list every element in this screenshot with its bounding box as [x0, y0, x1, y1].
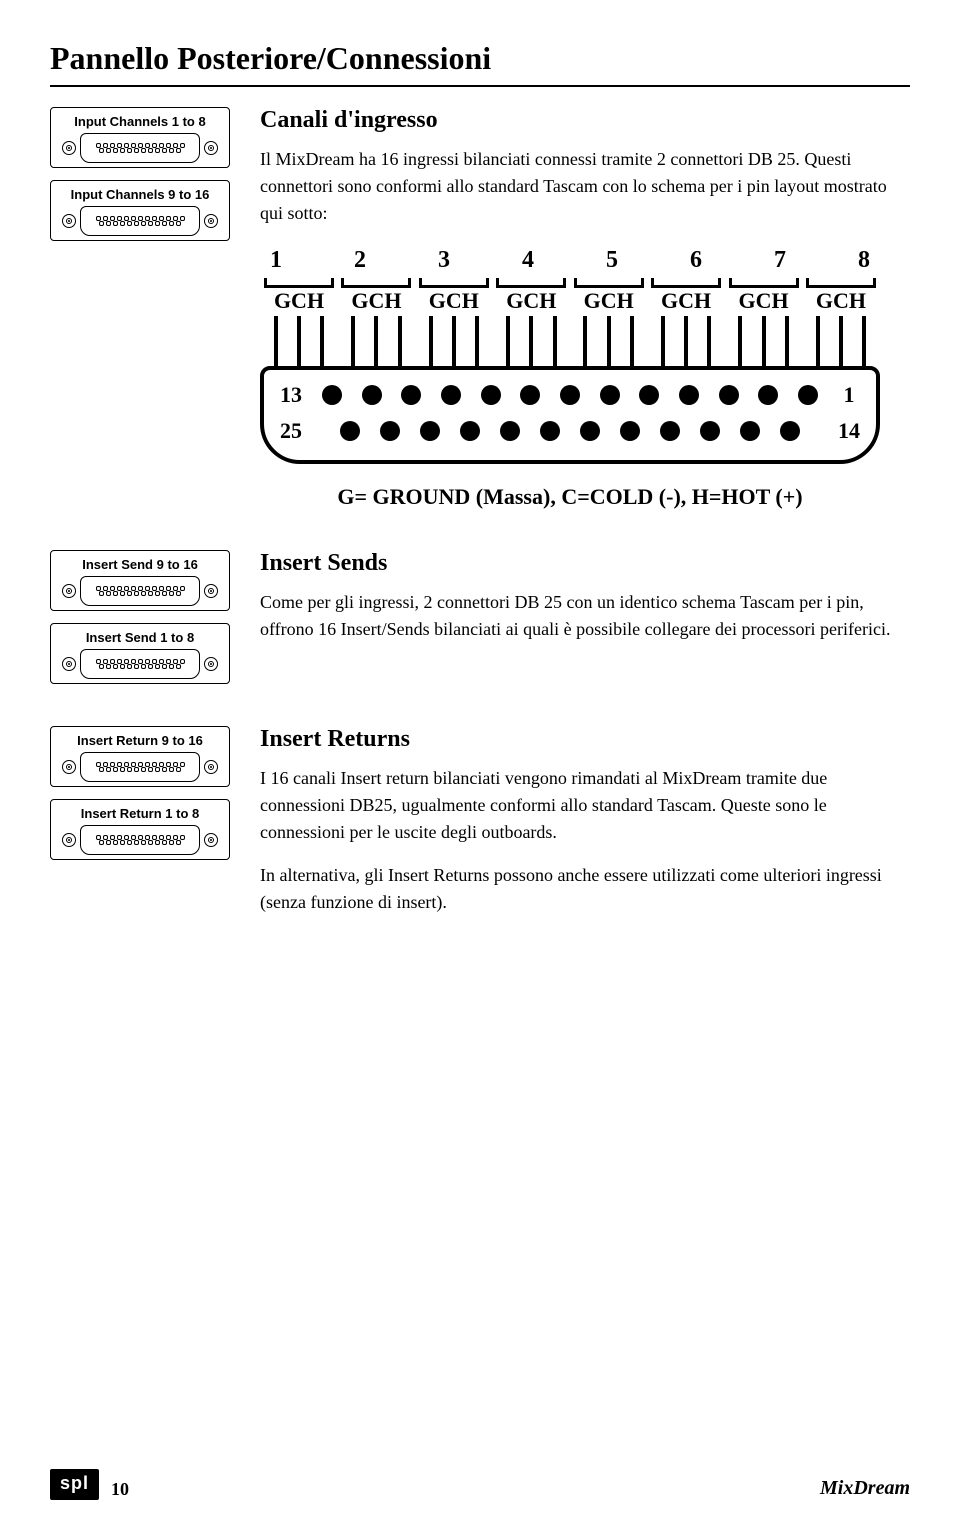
section-returns: Insert Return 9 to 16 Insert Return 1 to… [50, 726, 910, 932]
section-heading: Canali d'ingresso [260, 107, 910, 134]
gch: GCH [419, 288, 489, 314]
db25-mini-icon [59, 133, 221, 163]
pinout-channel-numbers: 1 2 3 4 5 6 7 8 [260, 247, 880, 274]
pin-label-left: 13 [274, 382, 308, 408]
db25-mini-icon [59, 649, 221, 679]
num: 1 [270, 247, 282, 274]
db25-big-connector: 13 1 25 14 [260, 366, 880, 464]
pinout-lines [260, 316, 880, 366]
connector-label: Insert Send 1 to 8 [59, 630, 221, 645]
product-name: MixDream [820, 1477, 910, 1500]
connector-send-9-16: Insert Send 9 to 16 [50, 550, 230, 611]
num: 7 [774, 247, 786, 274]
body-text: I 16 canali Insert return bilanciati ven… [260, 765, 910, 846]
right-column: Insert Sends Come per gli ingressi, 2 co… [260, 550, 910, 696]
body-text: Come per gli ingressi, 2 connettori DB 2… [260, 589, 910, 643]
left-column: Input Channels 1 to 8 Input Channels 9 t… [50, 107, 230, 520]
num: 8 [858, 247, 870, 274]
section-heading: Insert Returns [260, 726, 910, 753]
section-heading: Insert Sends [260, 550, 910, 577]
db25-mini-icon [59, 576, 221, 606]
gch: GCH [574, 288, 644, 314]
section-sends: Insert Send 9 to 16 Insert Send 1 to 8 [50, 550, 910, 696]
left-column: Insert Return 9 to 16 Insert Return 1 to… [50, 726, 230, 932]
num: 2 [354, 247, 366, 274]
pinout-gch-labels: GCH GCH GCH GCH GCH GCH GCH GCH [260, 288, 880, 314]
page-title: Pannello Posteriore/Connessioni [50, 40, 910, 87]
connector-label: Insert Send 9 to 16 [59, 557, 221, 572]
gch: GCH [496, 288, 566, 314]
section-inputs: Input Channels 1 to 8 Input Channels 9 t… [50, 107, 910, 520]
pinout-diagram: 1 2 3 4 5 6 7 8 GCH GCH GCH GCH GCH GCH … [260, 247, 880, 510]
pin-label-left: 25 [274, 418, 308, 444]
num: 6 [690, 247, 702, 274]
db25-mini-icon [59, 752, 221, 782]
connector-label: Insert Return 9 to 16 [59, 733, 221, 748]
body-text: In alternativa, gli Insert Returns posso… [260, 862, 910, 916]
gch: GCH [264, 288, 334, 314]
connector-label: Insert Return 1 to 8 [59, 806, 221, 821]
num: 3 [438, 247, 450, 274]
body-text: Il MixDream ha 16 ingressi bilanciati co… [260, 146, 910, 227]
connector-input-1-8: Input Channels 1 to 8 [50, 107, 230, 168]
gch: GCH [729, 288, 799, 314]
connector-label: Input Channels 9 to 16 [59, 187, 221, 202]
right-column: Canali d'ingresso Il MixDream ha 16 ingr… [260, 107, 910, 520]
bracket-row [260, 278, 880, 288]
pin-label-right: 1 [832, 382, 866, 408]
footer-left: spl 10 [50, 1469, 129, 1500]
gch: GCH [651, 288, 721, 314]
db25-mini-icon [59, 825, 221, 855]
pin-label-right: 14 [832, 418, 866, 444]
gch: GCH [341, 288, 411, 314]
connector-label: Input Channels 1 to 8 [59, 114, 221, 129]
page-number: 10 [111, 1479, 129, 1500]
left-column: Insert Send 9 to 16 Insert Send 1 to 8 [50, 550, 230, 696]
page-footer: spl 10 MixDream [50, 1469, 910, 1500]
db25-mini-icon [59, 206, 221, 236]
gch: GCH [806, 288, 876, 314]
pinout-legend: G= GROUND (Massa), C=COLD (-), H=HOT (+) [260, 484, 880, 510]
connector-return-9-16: Insert Return 9 to 16 [50, 726, 230, 787]
spl-logo: spl [50, 1469, 99, 1500]
connector-input-9-16: Input Channels 9 to 16 [50, 180, 230, 241]
connector-send-1-8: Insert Send 1 to 8 [50, 623, 230, 684]
num: 5 [606, 247, 618, 274]
right-column: Insert Returns I 16 canali Insert return… [260, 726, 910, 932]
connector-return-1-8: Insert Return 1 to 8 [50, 799, 230, 860]
num: 4 [522, 247, 534, 274]
